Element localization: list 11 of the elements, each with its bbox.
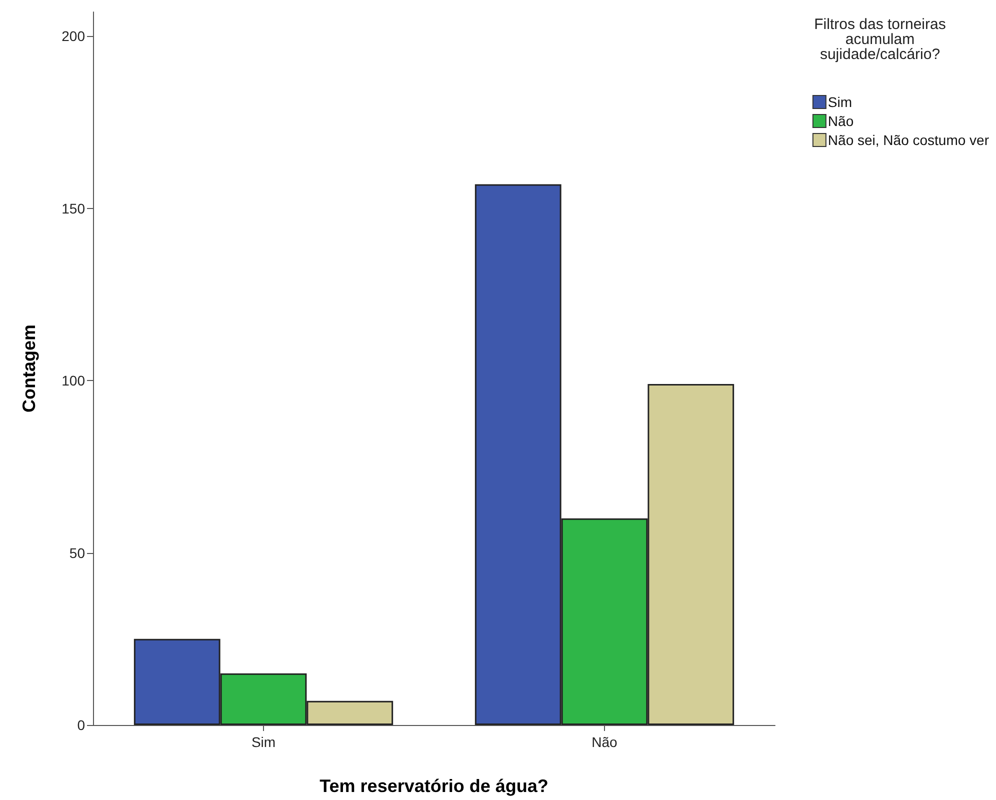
y-tick-label: 50 — [69, 544, 86, 561]
legend-title: Filtros das torneiras acumulam sujidade/calcário? — [814, 16, 946, 63]
legend-label: Não — [828, 113, 854, 129]
y-tick-label: 200 — [62, 28, 86, 44]
y-tick-label: 100 — [62, 372, 86, 389]
x-axis-title: Tem reservatório de água? — [320, 776, 548, 796]
y-tick-label: 0 — [77, 717, 86, 733]
legend-label: Não sei, Não costumo ver — [828, 132, 990, 148]
y-axis-title: Contagem — [19, 324, 39, 413]
y-tick-label: 150 — [62, 200, 86, 216]
legend-label: Sim — [828, 94, 852, 110]
